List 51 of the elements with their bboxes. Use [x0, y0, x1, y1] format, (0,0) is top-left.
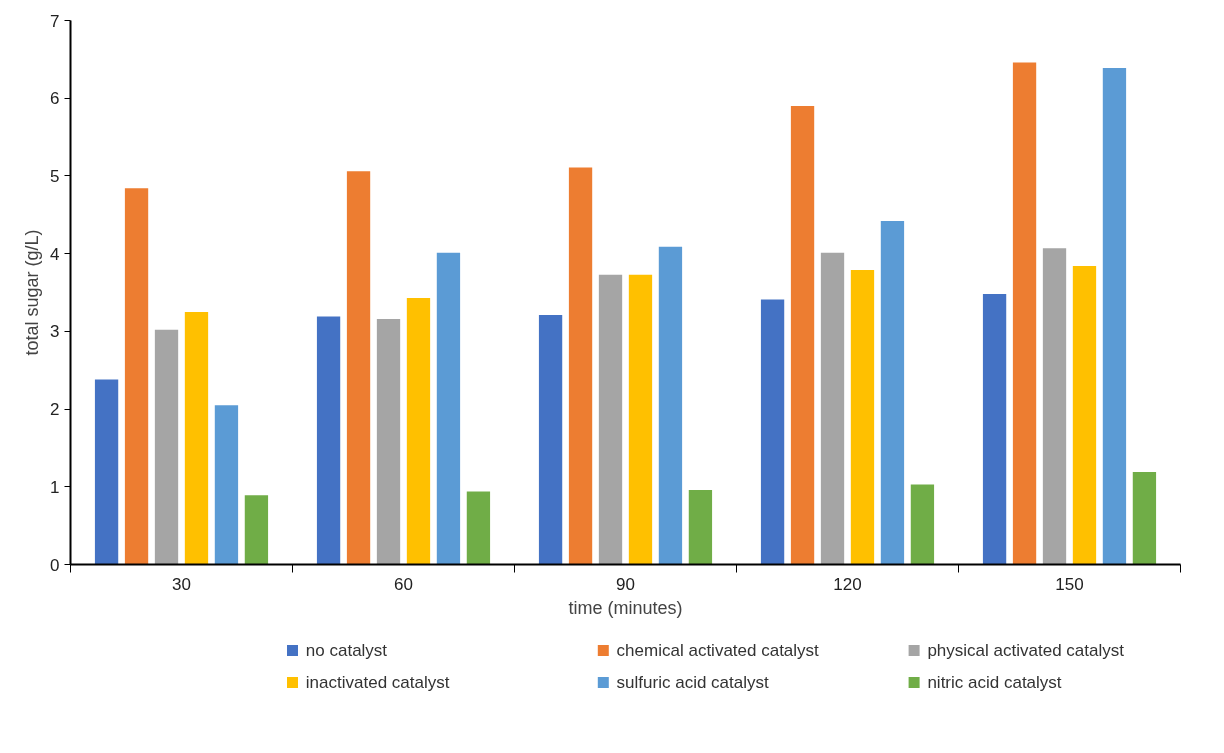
bar: [124, 188, 149, 565]
bar: [982, 294, 1007, 565]
legend-label: nitric acid catalyst: [927, 673, 1062, 692]
y-tick-label: 7: [50, 11, 60, 31]
bar: [1132, 472, 1157, 565]
bar: [820, 252, 845, 565]
bar: [154, 329, 179, 565]
y-tick-label: 3: [50, 322, 60, 342]
y-tick-label: 4: [50, 244, 60, 264]
x-tick-label: 150: [1055, 574, 1084, 594]
bar: [1042, 248, 1067, 565]
bar: [466, 491, 491, 565]
legend-label: no catalyst: [305, 641, 388, 660]
bar: [94, 379, 119, 565]
bar: [760, 299, 785, 565]
y-tick-label: 2: [50, 400, 60, 420]
y-axis-title: total sugar (g/L): [22, 229, 43, 356]
bar: [880, 221, 905, 565]
legend-label: inactivated catalyst: [305, 673, 450, 692]
bar: [1012, 62, 1037, 565]
y-tick-label: 5: [50, 166, 60, 186]
legend-label: sulfuric acid catalyst: [616, 673, 770, 692]
y-tick-label: 0: [50, 555, 60, 575]
bar: [628, 274, 653, 565]
bar: [790, 105, 815, 565]
bar: [346, 171, 371, 565]
bar: [850, 269, 875, 565]
bar: [538, 315, 563, 565]
y-tick-label: 1: [50, 477, 60, 497]
bar: [376, 318, 401, 565]
bar: [244, 495, 269, 565]
x-tick-label: 120: [833, 574, 862, 594]
bar: [214, 405, 239, 565]
legend-label: chemical activated catalyst: [616, 641, 820, 660]
x-tick-label: 30: [172, 574, 191, 594]
x-tick-label: 90: [616, 574, 635, 594]
x-tick-label: 60: [394, 574, 413, 594]
bar: [1072, 266, 1097, 565]
bar: [598, 274, 623, 565]
legend-label: physical activated catalyst: [927, 641, 1125, 660]
bar: [436, 252, 461, 565]
bar: [184, 311, 209, 565]
bar: [910, 484, 935, 565]
bar: [1102, 67, 1127, 565]
bar: [658, 246, 683, 565]
bar: [406, 297, 431, 565]
bar: [316, 316, 341, 565]
bar: [568, 167, 593, 565]
x-axis-title: time (minutes): [568, 597, 683, 618]
y-tick-label: 6: [50, 89, 60, 109]
bar: [688, 489, 713, 565]
